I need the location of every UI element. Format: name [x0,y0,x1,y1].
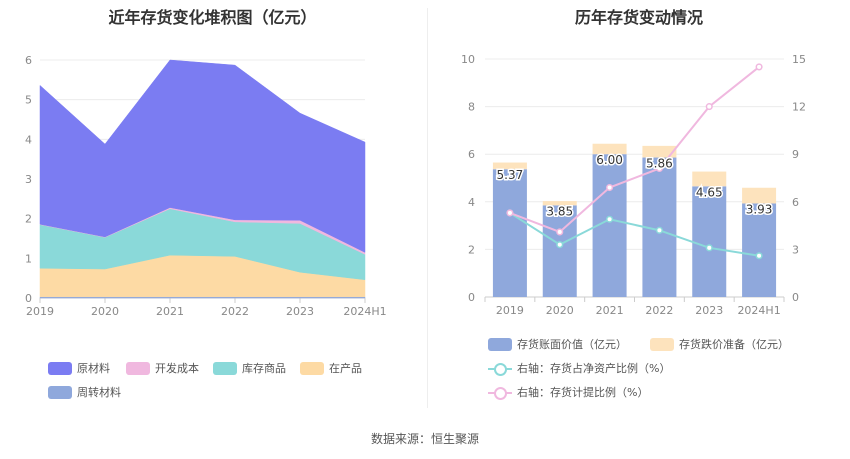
legend-label: 存货跌价准备（亿元） [679,338,789,351]
x-tick-label: 2019 [496,304,524,317]
panel-divider [427,8,428,408]
y-tick-label: 0 [25,292,32,305]
y-tick-label: 6 [25,54,32,67]
bar-存货账面价值（亿元） [542,205,577,297]
line-右轴：存货占净资产比例（%） [509,212,760,257]
legend-swatch [126,361,150,375]
x-tick-label: 2021 [156,305,184,318]
legend-label: 库存商品 [242,362,286,375]
bar-line-chart: 0 2 4 6 8 10 0 3 6 9 12 15 2019 2020 2021 2022 2023 2024H… [461,53,806,317]
bar-存货账面价值（亿元） [692,186,727,297]
bar-存货跌价准备（亿元） [592,143,627,155]
line-point [506,209,514,217]
line-point [556,241,564,249]
data-source: 数据来源：恒生聚源 [370,432,479,446]
legend-label: 周转材料 [77,386,121,399]
line-point [606,183,614,192]
line-point [755,252,763,260]
legend-swatch [48,361,72,375]
bar-value-label: 5.37 [497,168,524,182]
bar-存货跌价准备（亿元） [542,201,577,206]
left-chart-title: 近年存货变化堆积图（亿元） [108,8,317,27]
legend-swatch [488,386,512,400]
bar-存货跌价准备（亿元） [492,162,527,170]
legend-item[interactable]: 原材料 [48,360,110,376]
area-原材料 [39,59,366,253]
x-tick-label: 2021 [596,304,624,317]
legend-swatch [488,337,512,351]
y-tick-label: 2 [468,243,475,256]
legend-label: 原材料 [77,362,110,375]
right-chart-panel: 历年存货变动情况 0 2 4 6 8 10 0 3 6 9 12 15 2019 2020 2021 2022… [428,0,850,420]
legend-item[interactable]: 库存商品 [213,360,286,376]
line-point [655,226,663,234]
line-point [705,244,713,252]
y-tick-label: 3 [25,173,32,186]
legend-swatch [650,337,674,351]
right-chart-title: 历年存货变动情况 [574,8,703,27]
bar-value-label: 6.00 [596,153,623,167]
y-tick-label: 0 [468,291,475,304]
bar-存货跌价准备（亿元） [742,187,777,204]
y2-tick-label: 12 [792,101,806,114]
x-tick-label: 2019 [26,305,54,318]
legend-swatch [300,361,324,375]
line-point [705,103,713,111]
y-tick-label: 4 [25,133,32,146]
y2-tick-label: 15 [792,53,806,66]
bar-value-label: 3.93 [746,202,773,216]
x-tick-label: 2022 [221,305,249,318]
legend-label: 开发成本 [155,362,199,375]
y2-tick-label: 3 [792,243,799,256]
legend-label: 右轴：存货计提比例（%） [517,386,649,399]
bar-存货账面价值（亿元） [492,169,527,297]
y-tick-label: 5 [25,94,32,107]
bar-存货跌价准备（亿元） [642,145,677,158]
bar-存货跌价准备（亿元） [692,171,727,187]
line-point [755,63,763,71]
line-point [606,215,614,223]
y-tick-label: 10 [461,53,475,66]
x-tick-label: 2020 [91,305,119,318]
legend-label: 在产品 [329,362,362,375]
line-point [655,164,663,173]
x-tick-label: 2024H1 [737,304,780,317]
y-tick-label: 8 [468,101,475,114]
line-point [556,228,564,236]
legend-label: 存货账面价值（亿元） [517,338,627,351]
x-tick-label: 2023 [695,304,723,317]
y2-tick-label: 0 [792,291,799,304]
legend-item[interactable]: 右轴：存货占净资产比例（%） [488,360,670,376]
y-tick-label: 2 [25,213,32,226]
y-tick-label: 1 [25,252,32,265]
bar-存货账面价值（亿元） [742,203,777,297]
y2-tick-label: 9 [792,148,799,161]
y2-tick-label: 6 [792,196,799,209]
bar-value-label: 5.86 [646,157,673,171]
y-tick-label: 6 [468,148,475,161]
legend-swatch [48,385,72,399]
bar-value-label: 3.85 [546,204,573,218]
x-tick-label: 2024H1 [343,305,386,318]
stacked-area-chart: 0 1 2 3 4 5 6 2019 2020 2021 2022 2023 2024H1 [25,54,387,318]
x-tick-label: 2023 [286,305,314,318]
line-右轴：存货计提比例（%） [509,66,760,234]
legend-item[interactable]: 存货账面价值（亿元） [488,336,627,352]
legend-swatch [488,362,512,376]
legend-label: 右轴：存货占净资产比例（%） [517,362,671,375]
y-tick-label: 4 [468,196,475,209]
legend-swatch [213,361,237,375]
bar-value-label: 4.65 [696,185,723,199]
x-tick-label: 2022 [645,304,673,317]
legend-item[interactable]: 在产品 [300,360,362,376]
legend-item[interactable]: 右轴：存货计提比例（%） [488,384,648,400]
legend-item[interactable]: 存货跌价准备（亿元） [650,336,789,352]
x-tick-label: 2020 [546,304,574,317]
legend-item[interactable]: 周转材料 [48,384,121,400]
left-chart-panel: 近年存货变化堆积图（亿元） 0 1 2 3 4 5 6 2019 2020 2021 2022 202… [0,0,425,420]
legend-item[interactable]: 开发成本 [126,360,199,376]
